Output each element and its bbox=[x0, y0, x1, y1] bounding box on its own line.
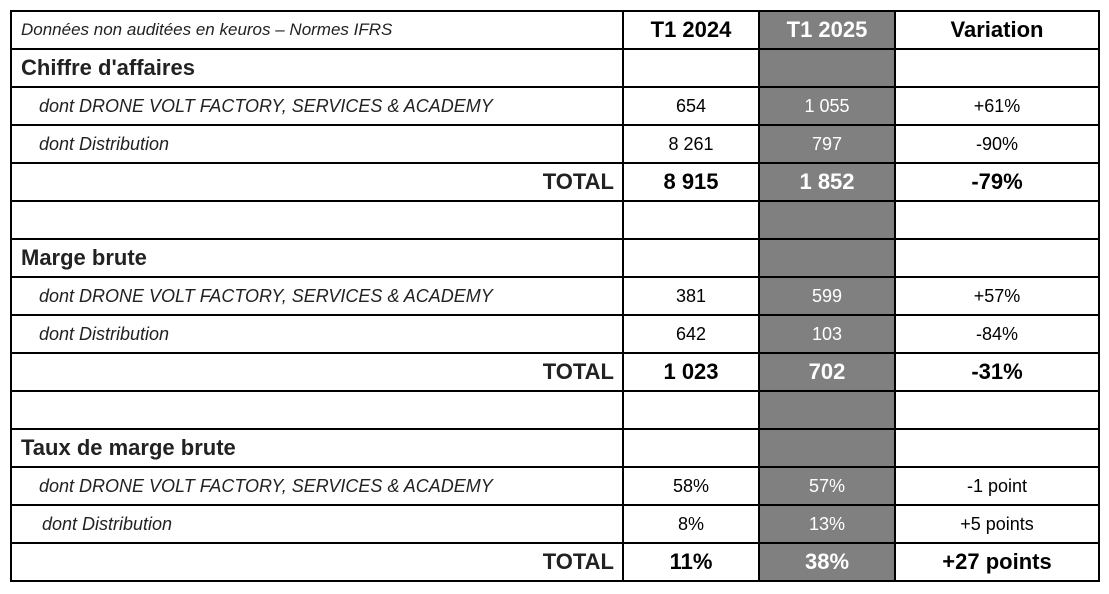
empty-cell bbox=[622, 390, 760, 430]
empty-cell bbox=[758, 200, 896, 240]
total-t1-2025: 702 bbox=[758, 352, 896, 392]
table-caption: Données non auditées en keuros – Normes … bbox=[10, 10, 624, 50]
table-row: dont DRONE VOLT FACTORY, SERVICES & ACAD… bbox=[10, 466, 1100, 506]
total-variation: +27 points bbox=[894, 542, 1100, 582]
value-variation: -1 point bbox=[894, 466, 1100, 506]
total-label: TOTAL bbox=[10, 542, 624, 582]
value-variation: -84% bbox=[894, 314, 1100, 354]
section-title: Chiffre d'affaires bbox=[10, 48, 624, 88]
value-t1-2024: 654 bbox=[622, 86, 760, 126]
row-label: dont Distribution bbox=[10, 504, 624, 544]
value-t1-2025: 599 bbox=[758, 276, 896, 316]
total-t1-2025: 38% bbox=[758, 542, 896, 582]
header-t1-2024: T1 2024 bbox=[622, 10, 760, 50]
empty-cell bbox=[894, 200, 1100, 240]
empty-cell bbox=[894, 48, 1100, 88]
value-variation: +5 points bbox=[894, 504, 1100, 544]
row-label: dont DRONE VOLT FACTORY, SERVICES & ACAD… bbox=[10, 276, 624, 316]
spacer-row bbox=[10, 390, 1100, 430]
header-t1-2025: T1 2025 bbox=[758, 10, 896, 50]
table-row: dont Distribution 8 261 797 -90% bbox=[10, 124, 1100, 164]
empty-cell bbox=[894, 390, 1100, 430]
value-t1-2025: 103 bbox=[758, 314, 896, 354]
empty-cell bbox=[622, 238, 760, 278]
header-row: Données non auditées en keuros – Normes … bbox=[10, 10, 1100, 50]
total-t1-2024: 8 915 bbox=[622, 162, 760, 202]
total-row: TOTAL 11% 38% +27 points bbox=[10, 542, 1100, 582]
total-variation: -31% bbox=[894, 352, 1100, 392]
value-variation: -90% bbox=[894, 124, 1100, 164]
financial-table: Données non auditées en keuros – Normes … bbox=[10, 10, 1100, 582]
empty-cell bbox=[622, 48, 760, 88]
total-t1-2024: 1 023 bbox=[622, 352, 760, 392]
spacer-row bbox=[10, 200, 1100, 240]
total-label: TOTAL bbox=[10, 162, 624, 202]
value-t1-2025: 13% bbox=[758, 504, 896, 544]
table-row: dont DRONE VOLT FACTORY, SERVICES & ACAD… bbox=[10, 86, 1100, 126]
total-row: TOTAL 1 023 702 -31% bbox=[10, 352, 1100, 392]
total-t1-2024: 11% bbox=[622, 542, 760, 582]
empty-cell bbox=[622, 428, 760, 468]
value-t1-2025: 1 055 bbox=[758, 86, 896, 126]
value-t1-2024: 381 bbox=[622, 276, 760, 316]
value-variation: +61% bbox=[894, 86, 1100, 126]
empty-cell bbox=[10, 390, 624, 430]
empty-cell bbox=[894, 238, 1100, 278]
value-t1-2024: 8 261 bbox=[622, 124, 760, 164]
value-t1-2024: 642 bbox=[622, 314, 760, 354]
table-row: dont Distribution 8% 13% +5 points bbox=[10, 504, 1100, 544]
header-variation: Variation bbox=[894, 10, 1100, 50]
empty-cell bbox=[758, 238, 896, 278]
empty-cell bbox=[10, 200, 624, 240]
row-label: dont Distribution bbox=[10, 314, 624, 354]
table-row: dont DRONE VOLT FACTORY, SERVICES & ACAD… bbox=[10, 276, 1100, 316]
row-label: dont Distribution bbox=[10, 124, 624, 164]
total-t1-2025: 1 852 bbox=[758, 162, 896, 202]
table-row: dont Distribution 642 103 -84% bbox=[10, 314, 1100, 354]
value-t1-2024: 58% bbox=[622, 466, 760, 506]
value-t1-2025: 797 bbox=[758, 124, 896, 164]
empty-cell bbox=[894, 428, 1100, 468]
value-variation: +57% bbox=[894, 276, 1100, 316]
row-label: dont DRONE VOLT FACTORY, SERVICES & ACAD… bbox=[10, 86, 624, 126]
empty-cell bbox=[758, 428, 896, 468]
section-title-row: Chiffre d'affaires bbox=[10, 48, 1100, 88]
value-t1-2024: 8% bbox=[622, 504, 760, 544]
empty-cell bbox=[758, 48, 896, 88]
value-t1-2025: 57% bbox=[758, 466, 896, 506]
empty-cell bbox=[622, 200, 760, 240]
total-label: TOTAL bbox=[10, 352, 624, 392]
row-label: dont DRONE VOLT FACTORY, SERVICES & ACAD… bbox=[10, 466, 624, 506]
section-title: Marge brute bbox=[10, 238, 624, 278]
section-title-row: Marge brute bbox=[10, 238, 1100, 278]
section-title-row: Taux de marge brute bbox=[10, 428, 1100, 468]
empty-cell bbox=[758, 390, 896, 430]
section-title: Taux de marge brute bbox=[10, 428, 624, 468]
total-row: TOTAL 8 915 1 852 -79% bbox=[10, 162, 1100, 202]
total-variation: -79% bbox=[894, 162, 1100, 202]
